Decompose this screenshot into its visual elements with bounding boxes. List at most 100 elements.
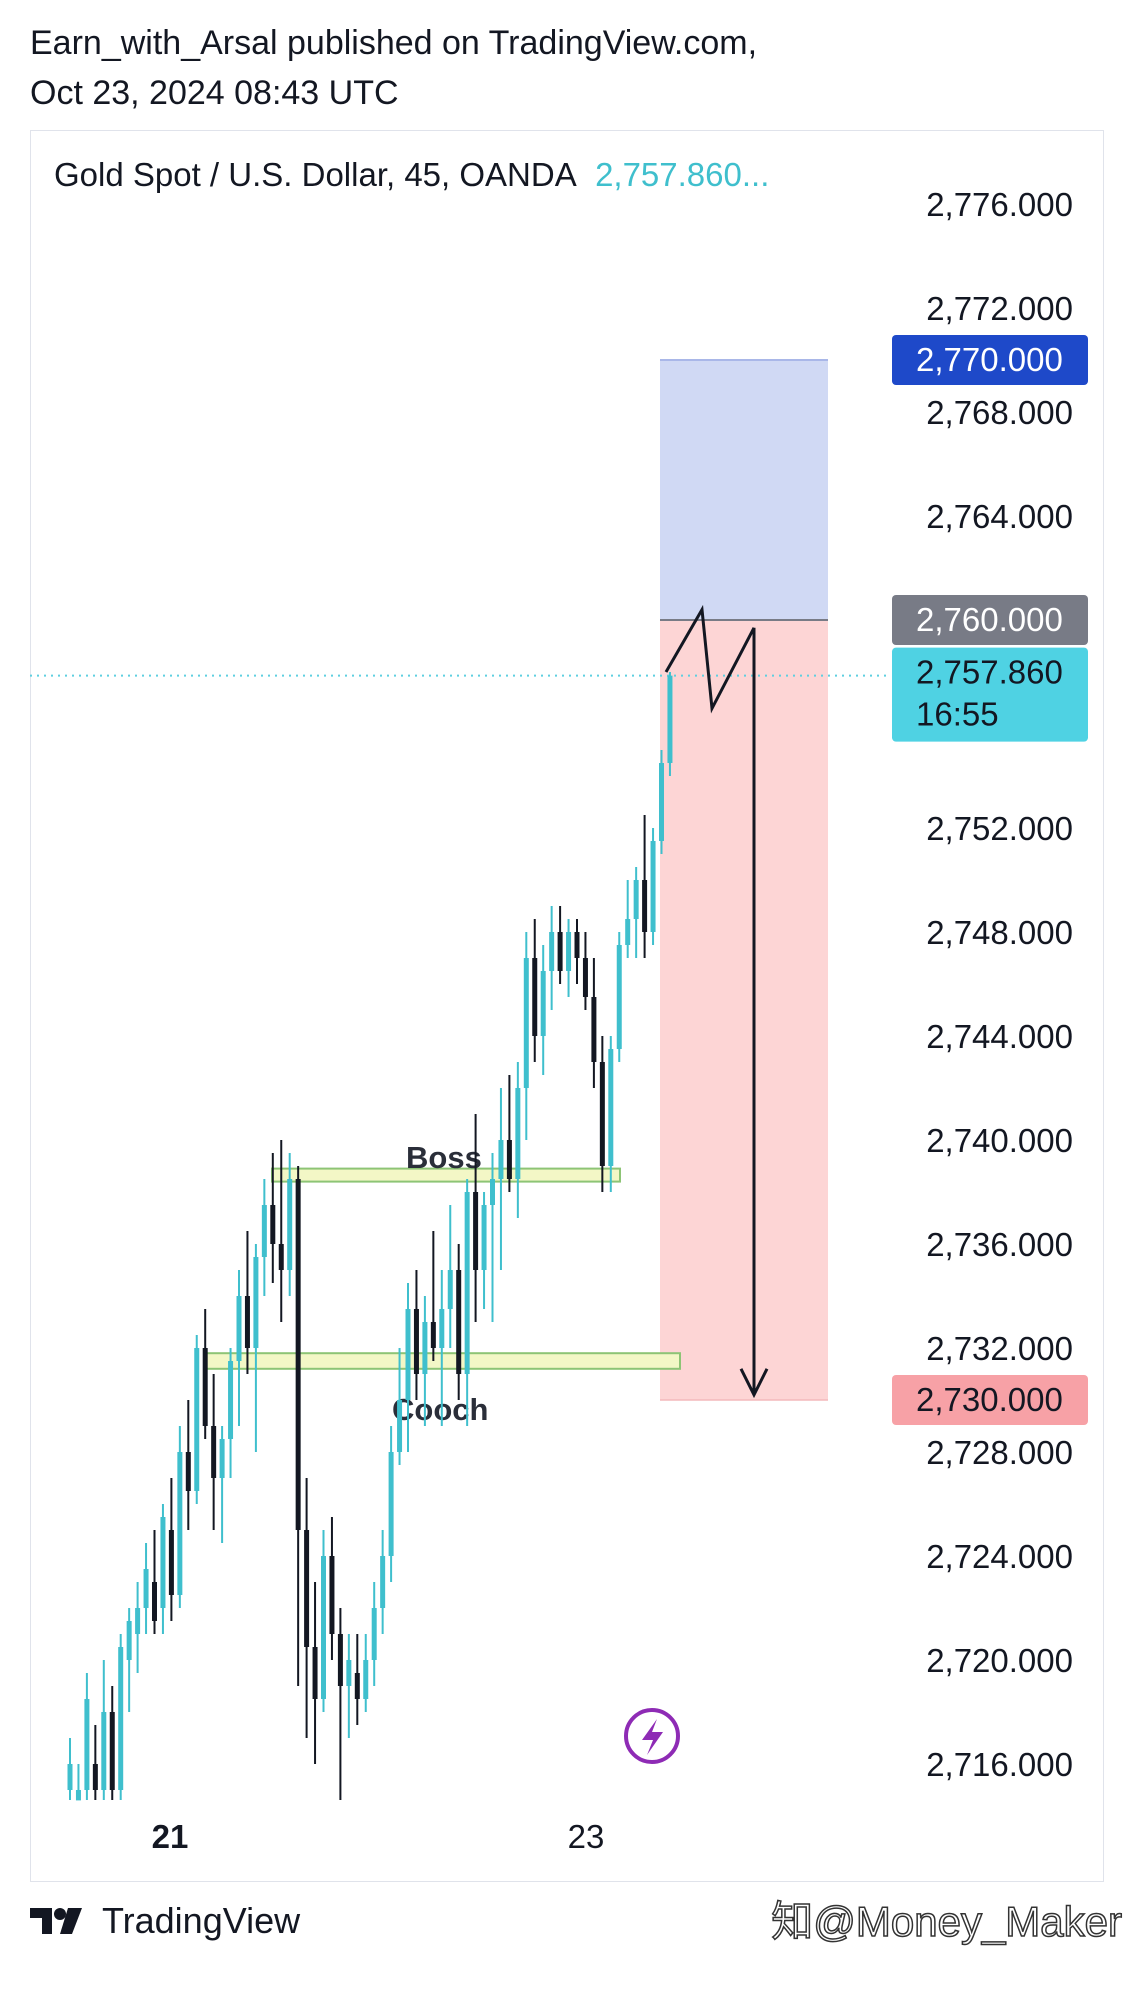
down-arrow-head xyxy=(739,1368,769,1399)
candle xyxy=(650,828,656,945)
candle xyxy=(490,1153,495,1322)
y-tick-label: 2,716.000 xyxy=(926,1746,1073,1783)
chart-frame xyxy=(30,130,1104,1882)
time-axis: 21 23 xyxy=(152,1818,605,1855)
candle xyxy=(295,1166,301,1686)
candle-body xyxy=(211,1426,217,1478)
symbol-header: Gold Spot / U.S. Dollar, 45, OANDA 2,757… xyxy=(54,156,769,194)
zone-cooch xyxy=(205,1352,681,1370)
tradingview-brand: TradingView xyxy=(102,1900,301,1941)
candle xyxy=(228,1348,234,1478)
price-tag-label: 2,760.000 xyxy=(916,601,1063,638)
candle xyxy=(270,1153,276,1283)
candle-body xyxy=(515,1088,521,1179)
price-tag xyxy=(892,335,1088,385)
candle xyxy=(456,1244,462,1400)
candle-body xyxy=(523,958,529,1088)
candle xyxy=(67,1738,73,1800)
candle-body xyxy=(363,1660,369,1699)
candle-body xyxy=(321,1556,326,1699)
candle xyxy=(642,815,648,958)
candle xyxy=(447,1205,453,1348)
candle-body xyxy=(397,1400,403,1452)
y-tick-label: 2,764.000 xyxy=(926,498,1073,535)
candle-body xyxy=(430,1322,436,1348)
candle xyxy=(667,672,673,776)
candle-body xyxy=(168,1530,174,1595)
price-tag-label: 2,730.000 xyxy=(916,1381,1063,1418)
candle xyxy=(109,1686,115,1800)
candle xyxy=(75,1764,81,1801)
candle xyxy=(261,1179,267,1296)
candle-body xyxy=(650,841,656,932)
candle-body xyxy=(295,1179,301,1530)
candle-body xyxy=(633,880,639,919)
candle-body xyxy=(219,1439,225,1478)
candle-body xyxy=(405,1309,411,1400)
candle-body xyxy=(177,1452,183,1595)
candle-body xyxy=(109,1712,115,1790)
candle-body xyxy=(143,1569,149,1608)
candle-body xyxy=(202,1348,208,1426)
candle-body xyxy=(557,932,563,971)
y-tick-label: 2,768.000 xyxy=(926,394,1073,431)
price-tag-label: 2,757.860 xyxy=(916,654,1063,691)
candle-body xyxy=(261,1205,267,1257)
candle-body xyxy=(498,1140,504,1179)
candle xyxy=(244,1231,250,1374)
y-tick-label: 2,736.000 xyxy=(926,1226,1073,1263)
candle xyxy=(430,1231,436,1361)
header-price: 2,757.860... xyxy=(595,156,770,193)
candle xyxy=(312,1582,318,1764)
y-tick-label: 2,720.000 xyxy=(926,1642,1073,1679)
candle xyxy=(591,958,597,1088)
candle-body xyxy=(152,1582,157,1621)
candle-body xyxy=(160,1517,166,1608)
candle xyxy=(194,1335,200,1504)
candle-body xyxy=(439,1309,445,1348)
candle xyxy=(540,945,546,1075)
y-tick-label: 2,772.000 xyxy=(926,290,1073,327)
y-tick-label: 2,744.000 xyxy=(926,1018,1073,1055)
candle xyxy=(92,1725,98,1800)
zigzag-path xyxy=(664,604,756,714)
lightning-icon-ring[interactable] xyxy=(624,1708,680,1764)
candle xyxy=(633,867,639,958)
candle xyxy=(625,880,631,958)
y-tick-label: 2,776.000 xyxy=(926,186,1073,223)
candles xyxy=(67,672,673,1801)
candle-body xyxy=(566,932,572,971)
candle xyxy=(363,1634,369,1712)
candle-body xyxy=(549,932,555,971)
candle xyxy=(388,1426,394,1582)
candle-body xyxy=(456,1270,462,1374)
candle xyxy=(346,1634,352,1738)
candle-body xyxy=(312,1647,318,1699)
candle-body xyxy=(101,1712,107,1790)
candle xyxy=(380,1530,386,1634)
candle-body xyxy=(75,1790,81,1801)
candle xyxy=(473,1114,479,1322)
candle xyxy=(101,1660,107,1800)
candle xyxy=(219,1426,225,1543)
candle xyxy=(329,1517,335,1660)
y-tick-label: 2,728.000 xyxy=(926,1434,1073,1471)
tradingview-footer[interactable]: TradingView xyxy=(30,1900,300,1942)
y-tick-label: 2,724.000 xyxy=(926,1538,1073,1575)
candle xyxy=(659,750,664,854)
candle xyxy=(236,1270,242,1426)
candle xyxy=(371,1582,377,1686)
candle-body xyxy=(67,1764,73,1790)
candle xyxy=(422,1296,428,1426)
candle xyxy=(304,1478,310,1738)
candle-body xyxy=(304,1530,310,1647)
y-tick-label: 2,748.000 xyxy=(926,914,1073,951)
candle-body xyxy=(244,1296,250,1348)
candle xyxy=(515,1062,521,1218)
candle-body xyxy=(388,1452,394,1556)
candle-body xyxy=(481,1205,487,1270)
candle-body xyxy=(473,1192,479,1270)
y-tick-label: 2,732.000 xyxy=(926,1330,1073,1367)
